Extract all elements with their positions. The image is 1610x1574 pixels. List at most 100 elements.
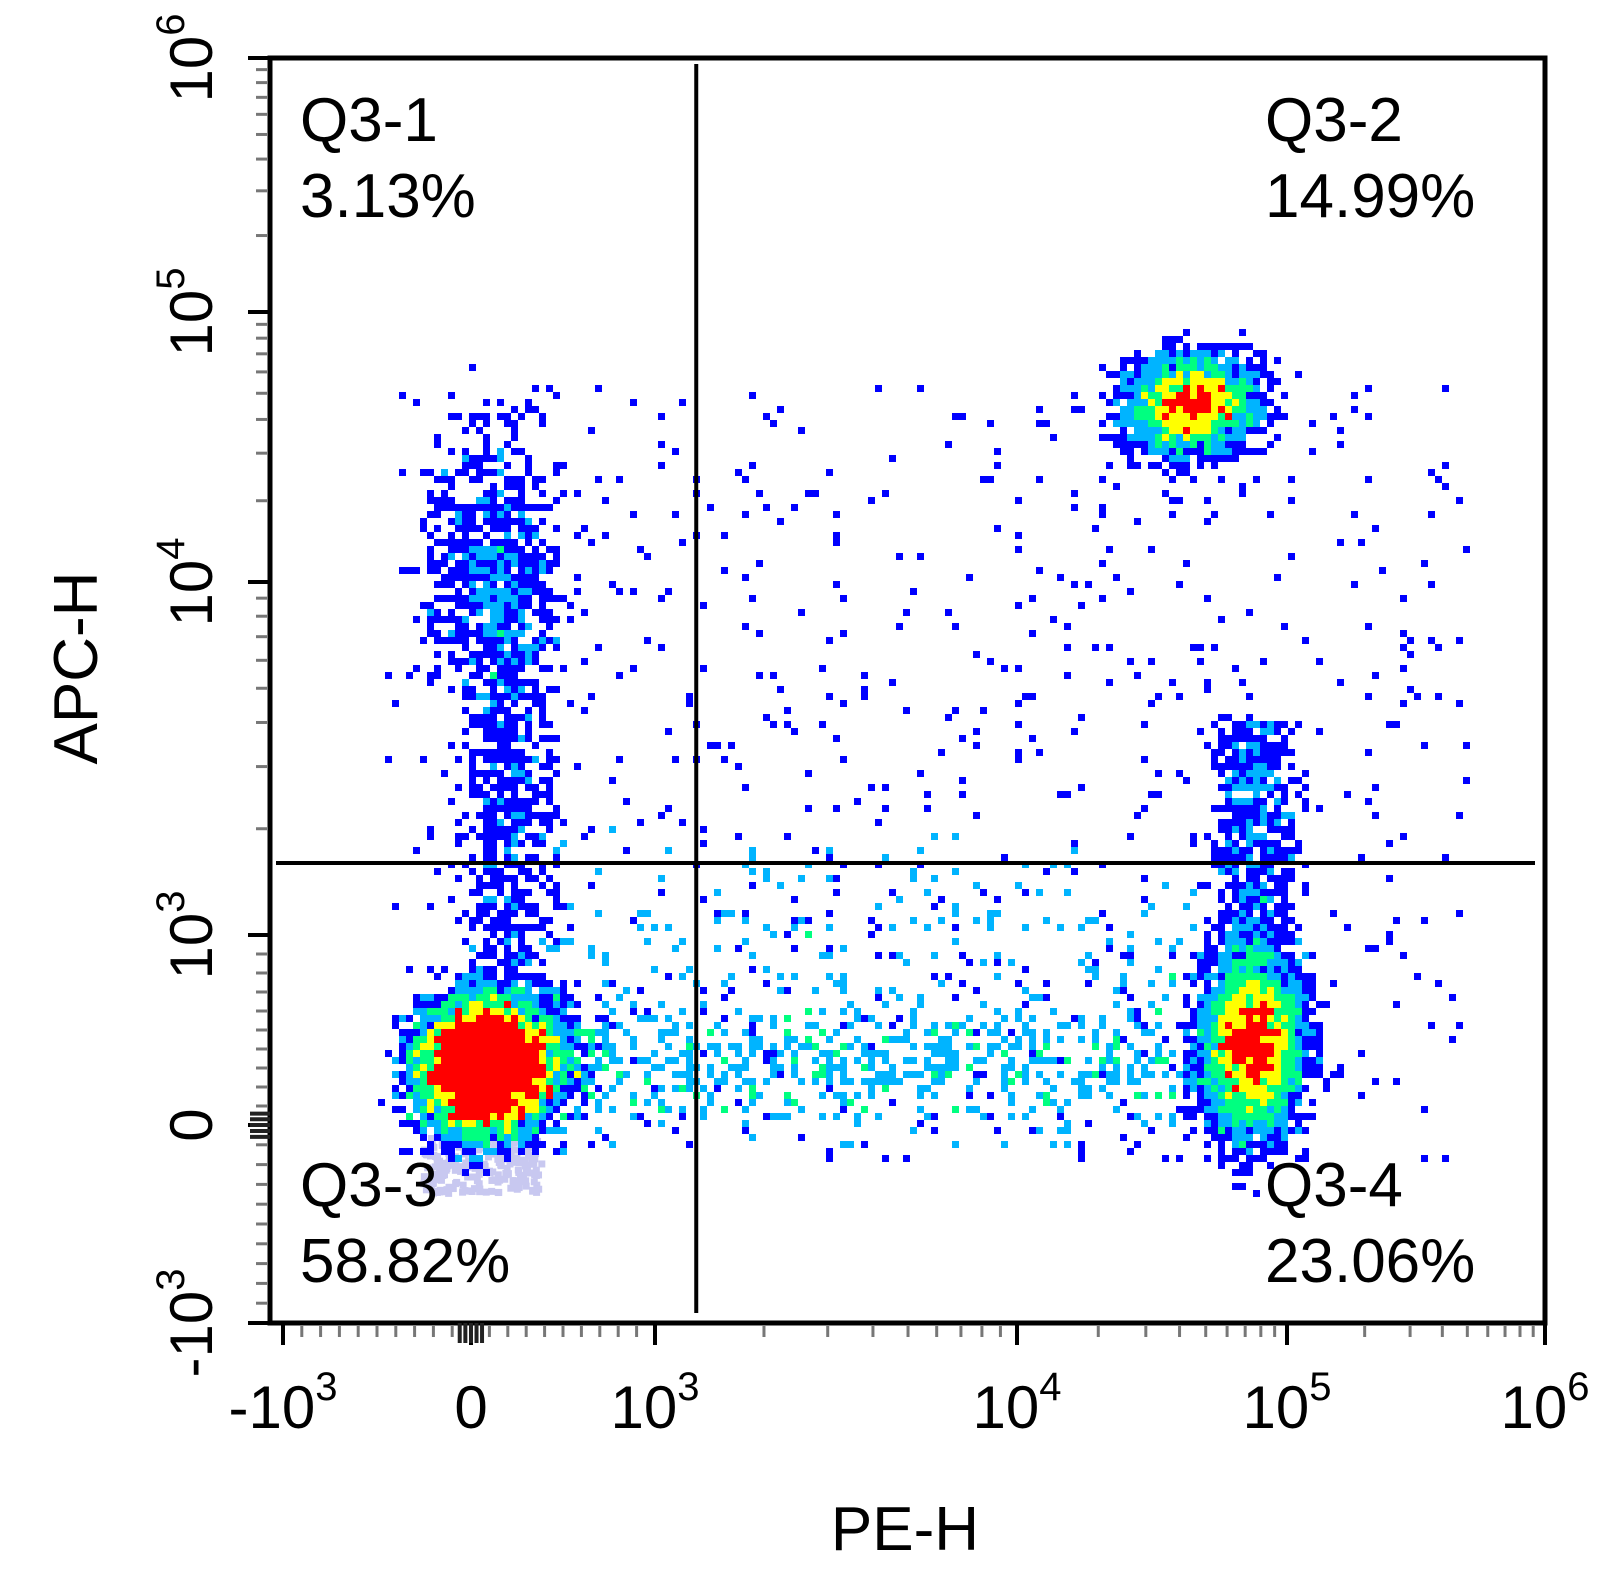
density-dot — [1274, 378, 1281, 385]
density-dot — [721, 980, 728, 987]
density-dot — [1239, 903, 1246, 910]
density-dot — [1337, 679, 1344, 686]
density-dot — [448, 1029, 455, 1036]
density-dot — [464, 1173, 472, 1181]
density-dot — [1288, 952, 1295, 959]
density-dot — [469, 924, 476, 931]
density-dot — [791, 924, 798, 931]
density-dot — [1043, 1078, 1050, 1085]
density-dot — [1148, 427, 1155, 434]
density-dot — [1239, 1127, 1246, 1134]
density-dot — [819, 665, 826, 672]
density-dot — [406, 1071, 413, 1078]
density-dot — [1365, 945, 1372, 952]
density-dot — [1218, 952, 1225, 959]
density-dot — [1281, 924, 1288, 931]
density-dot — [469, 672, 476, 679]
density-dot — [525, 399, 532, 406]
density-dot — [490, 609, 497, 616]
density-dot — [504, 511, 511, 518]
density-dot — [1246, 819, 1253, 826]
density-dot — [1225, 966, 1232, 973]
density-dot — [518, 518, 525, 525]
density-dot — [413, 1099, 420, 1106]
density-dot — [1218, 896, 1225, 903]
density-dot — [651, 966, 658, 973]
density-dot — [630, 588, 637, 595]
density-dot — [1001, 1050, 1008, 1057]
density-dot — [1239, 1022, 1246, 1029]
density-dot — [504, 476, 511, 483]
density-dot — [525, 980, 532, 987]
density-dot — [1246, 784, 1253, 791]
density-dot — [546, 385, 553, 392]
density-dot — [483, 1085, 490, 1092]
density-dot — [1246, 371, 1253, 378]
density-dot — [1204, 371, 1211, 378]
density-dot — [560, 1092, 567, 1099]
density-dot — [756, 1043, 763, 1050]
density-dot — [560, 980, 567, 987]
density-dot — [539, 1064, 546, 1071]
density-dot — [1463, 777, 1470, 784]
density-dot — [707, 1092, 714, 1099]
density-dot — [1295, 1022, 1302, 1029]
density-dot — [1372, 1078, 1379, 1085]
density-dot — [420, 1001, 427, 1008]
density-dot — [476, 966, 483, 973]
density-dot — [1218, 763, 1225, 770]
density-dot — [441, 1008, 448, 1015]
density-dot — [1127, 406, 1134, 413]
density-dot — [665, 1029, 672, 1036]
density-dot — [448, 1064, 455, 1071]
density-dot — [1260, 1155, 1267, 1162]
density-dot — [525, 1064, 532, 1071]
density-dot — [462, 686, 469, 693]
density-dot — [1232, 735, 1239, 742]
density-dot — [539, 490, 546, 497]
density-dot — [448, 1043, 455, 1050]
density-dot — [1183, 371, 1190, 378]
density-dot — [1274, 1113, 1281, 1120]
density-dot — [490, 1050, 497, 1057]
density-dot — [707, 1071, 714, 1078]
density-dot — [1029, 630, 1036, 637]
density-dot — [1267, 945, 1274, 952]
density-dot — [777, 406, 784, 413]
density-dot — [469, 917, 476, 924]
density-dot — [1267, 413, 1274, 420]
density-dot — [458, 1163, 466, 1171]
density-dot — [427, 1135, 435, 1143]
density-dot — [504, 777, 511, 784]
density-dot — [1176, 1155, 1183, 1162]
density-dot — [1204, 364, 1211, 371]
density-dot — [504, 658, 511, 665]
density-dot — [1281, 1008, 1288, 1015]
density-dot — [448, 1155, 455, 1162]
density-dot — [529, 1186, 537, 1194]
density-dot — [1162, 469, 1169, 476]
density-dot — [490, 595, 497, 602]
density-dot — [1288, 854, 1295, 861]
density-dot — [658, 413, 665, 420]
density-dot — [420, 1064, 427, 1071]
density-dot — [609, 826, 616, 833]
density-dot — [538, 1160, 546, 1168]
density-dot — [1127, 399, 1134, 406]
density-dot — [924, 1064, 931, 1071]
density-dot — [1155, 938, 1162, 945]
density-dot — [658, 1099, 665, 1106]
density-dot — [546, 763, 553, 770]
density-dot — [1274, 1127, 1281, 1134]
density-dot — [819, 952, 826, 959]
density-dot — [553, 497, 560, 504]
density-dot — [1225, 455, 1232, 462]
y-axis-ticks — [248, 56, 270, 1325]
density-dot — [525, 567, 532, 574]
density-dot — [889, 455, 896, 462]
density-dot — [595, 1099, 602, 1106]
density-dot — [518, 1134, 525, 1141]
density-dot — [1253, 1113, 1260, 1120]
density-dot — [455, 511, 462, 518]
density-dot — [1274, 1008, 1281, 1015]
